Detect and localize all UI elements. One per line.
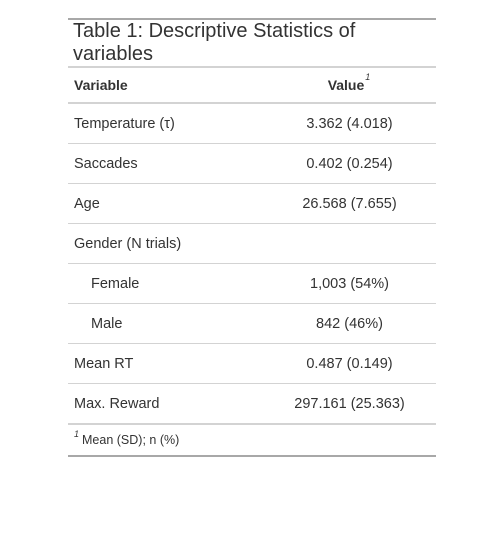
table-row: Mean RT 0.487 (0.149) <box>68 343 436 384</box>
table-caption-row: Table 1: Descriptive Statistics of varia… <box>68 18 436 68</box>
row-value: 0.402 (0.254) <box>263 143 436 184</box>
footnote-text: Mean (SD); n (%) <box>82 433 180 447</box>
row-value: 297.161 (25.363) <box>263 383 436 425</box>
row-label: Gender (N trials) <box>68 223 263 264</box>
row-value: 3.362 (4.018) <box>263 103 436 144</box>
row-label: Max. Reward <box>68 383 263 425</box>
row-value: 26.568 (7.655) <box>263 183 436 224</box>
table-body: Temperature (τ) 3.362 (4.018) Saccades 0.40… <box>68 103 436 425</box>
table-footnote: 1 Mean (SD); n (%) <box>68 424 436 457</box>
table-caption: Table 1: Descriptive Statistics of varia… <box>68 18 436 68</box>
table-row: Age 26.568 (7.655) <box>68 183 436 224</box>
descriptive-statistics-table-container: Table 1: Descriptive Statistics of varia… <box>68 18 436 457</box>
row-label: Saccades <box>68 143 263 184</box>
header-value: Value <box>327 77 365 93</box>
table-row: Gender (N trials) <box>68 223 436 264</box>
table-row: Max. Reward 297.161 (25.363) <box>68 383 436 425</box>
row-value: 1,003 (54%) <box>263 263 436 304</box>
header-value-cell: Value1 <box>263 67 436 104</box>
descriptive-statistics-table: Table 1: Descriptive Statistics of varia… <box>68 18 436 457</box>
row-label: Mean RT <box>68 343 263 384</box>
row-label: Female <box>68 263 263 304</box>
footnote-mark: 1 <box>74 429 80 439</box>
row-value: 0.487 (0.149) <box>263 343 436 384</box>
table-footnote-row: 1 Mean (SD); n (%) <box>68 424 436 457</box>
header-footnote-mark: 1 <box>365 72 371 82</box>
row-label: Age <box>68 183 263 224</box>
table-header-row: Variable Value1 <box>68 67 436 104</box>
row-value: 842 (46%) <box>263 303 436 344</box>
row-label: Male <box>68 303 263 344</box>
row-label: Temperature (τ) <box>68 103 263 144</box>
table-row: Temperature (τ) 3.362 (4.018) <box>68 103 436 144</box>
table-row: Male 842 (46%) <box>68 303 436 344</box>
row-value <box>263 223 436 264</box>
header-variable: Variable <box>68 67 263 104</box>
table-row: Saccades 0.402 (0.254) <box>68 143 436 184</box>
table-row: Female 1,003 (54%) <box>68 263 436 304</box>
